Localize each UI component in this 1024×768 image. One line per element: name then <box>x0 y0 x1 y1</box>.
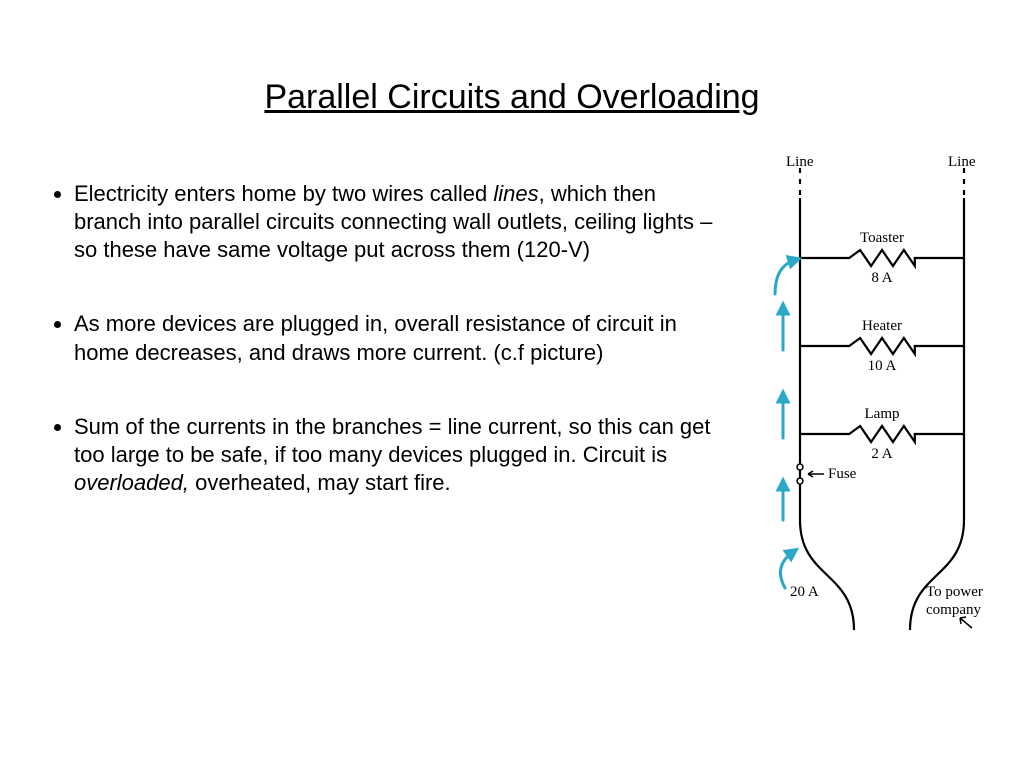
svg-text:To power: To power <box>926 584 983 600</box>
svg-text:Fuse: Fuse <box>828 466 857 482</box>
bullet-item: Sum of the currents in the branches = li… <box>74 413 718 497</box>
svg-text:2 A: 2 A <box>871 446 892 462</box>
circuit-diagram: Line Line Toaster 8 A Heater 10 A Lamp 2 A Fuse 2… <box>758 150 1006 650</box>
svg-text:Toaster: Toaster <box>860 230 904 246</box>
bullet-item: As more devices are plugged in, overall … <box>74 310 718 366</box>
svg-text:10 A: 10 A <box>868 358 897 374</box>
page-title: Parallel Circuits and Overloading <box>0 78 1024 117</box>
bullet-list: Electricity enters home by two wires cal… <box>48 180 718 543</box>
svg-text:Lamp: Lamp <box>865 406 900 422</box>
svg-text:company: company <box>926 602 981 618</box>
bullet-item: Electricity enters home by two wires cal… <box>74 180 718 264</box>
svg-text:8 A: 8 A <box>871 270 892 286</box>
svg-text:Line: Line <box>786 154 814 170</box>
svg-text:20 A: 20 A <box>790 584 819 600</box>
svg-text:Heater: Heater <box>862 318 902 334</box>
svg-text:Line: Line <box>948 154 976 170</box>
